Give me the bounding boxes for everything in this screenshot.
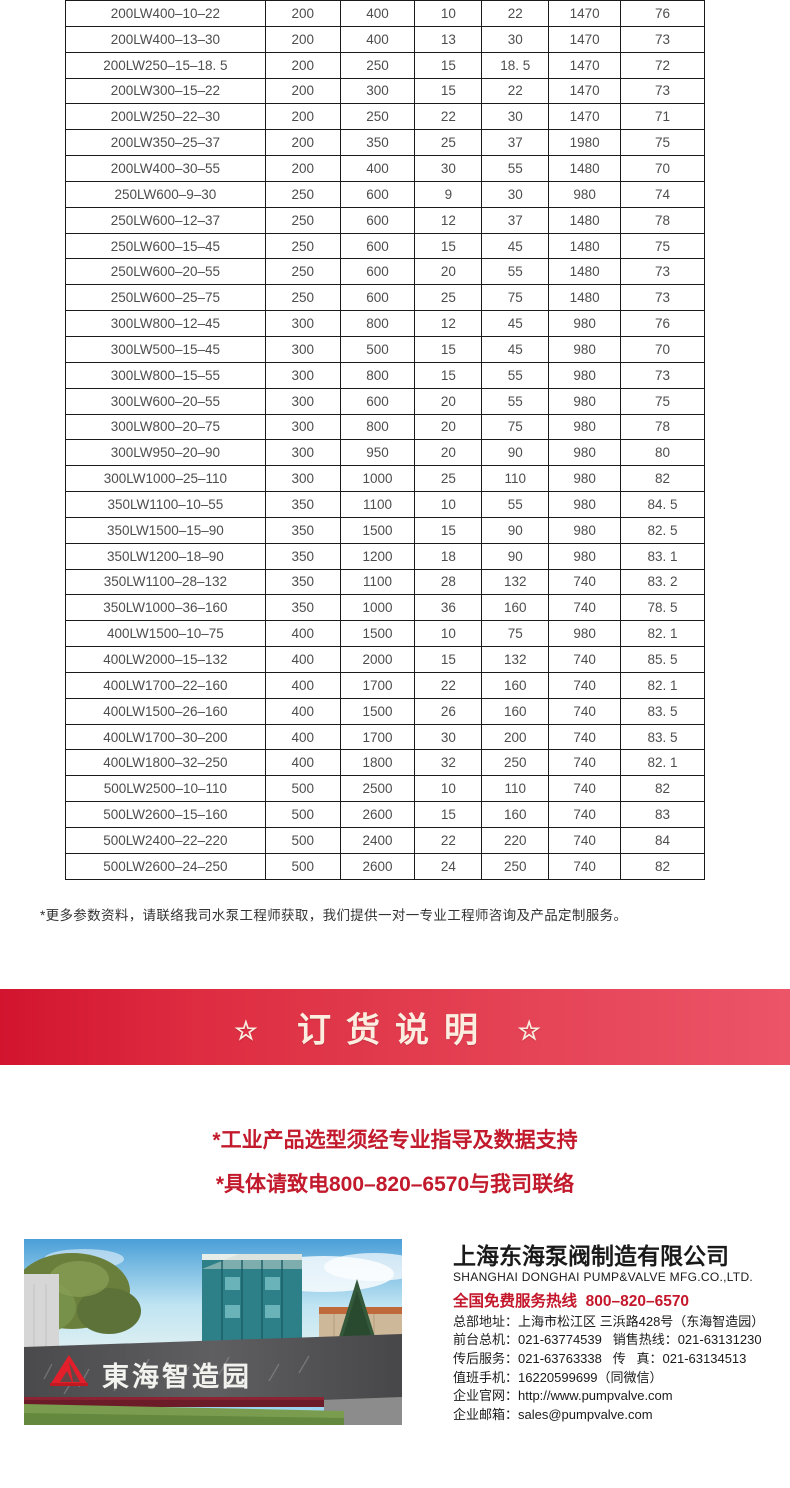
svg-text:東海智造园: 東海智造园: [102, 1362, 252, 1392]
